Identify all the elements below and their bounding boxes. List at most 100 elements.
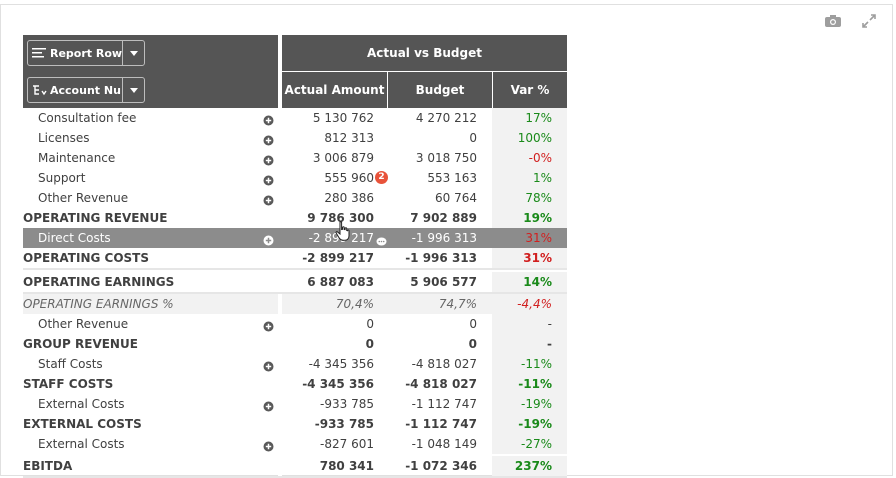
cell-var[interactable]: 1% xyxy=(492,168,567,188)
plus-circle-icon[interactable] xyxy=(263,318,275,338)
table-row[interactable]: GROUP REVENUE 0 0 - xyxy=(23,334,567,354)
cell-budget[interactable]: -1 996 313 xyxy=(405,251,477,265)
cell-actual[interactable]: 555 960 xyxy=(324,171,374,185)
row-label[interactable]: OPERATING COSTS xyxy=(23,251,149,265)
col-header-budget[interactable]: Budget xyxy=(387,72,492,108)
row-label[interactable]: EXTERNAL COSTS xyxy=(23,417,142,431)
plus-circle-icon[interactable] xyxy=(263,398,275,418)
cell-budget[interactable]: -4 818 027 xyxy=(411,357,477,371)
table-row[interactable]: Other Revenue 0 0 - xyxy=(23,314,567,334)
cell-actual[interactable]: -2 899 217 xyxy=(308,231,374,245)
row-label[interactable]: Direct Costs xyxy=(38,231,111,245)
row-label[interactable]: GROUP REVENUE xyxy=(23,337,138,351)
cell-var[interactable]: -11% xyxy=(492,374,567,394)
cell-actual[interactable]: 812 313 xyxy=(324,131,374,145)
table-row[interactable]: EBITDA 780 341 -1 072 346 237% xyxy=(23,456,567,478)
table-row[interactable]: Direct Costs -2 899 217 -1 996 313 31% xyxy=(23,228,567,248)
cell-budget[interactable]: 553 163 xyxy=(427,171,477,185)
cell-var[interactable]: 78% xyxy=(492,188,567,208)
cell-budget[interactable]: 0 xyxy=(468,337,477,351)
table-row[interactable]: OPERATING REVENUE 9 786 300 7 902 889 19% xyxy=(23,208,567,228)
cell-var[interactable]: -0% xyxy=(492,148,567,168)
chevron-down-icon[interactable] xyxy=(122,78,144,102)
cell-budget[interactable]: 74,7% xyxy=(438,297,477,311)
cell-budget[interactable]: -1 996 313 xyxy=(411,231,477,245)
plus-circle-icon[interactable] xyxy=(263,358,275,378)
plus-circle-icon[interactable] xyxy=(263,232,275,252)
cell-actual[interactable]: -827 601 xyxy=(320,437,374,451)
table-row[interactable]: Staff Costs -4 345 356 -4 818 027 -11% xyxy=(23,354,567,374)
cell-var[interactable]: 31% xyxy=(492,248,567,268)
plus-circle-icon[interactable] xyxy=(263,192,275,212)
cell-var[interactable]: 237% xyxy=(492,456,567,476)
row-label[interactable]: OPERATING EARNINGS xyxy=(23,275,175,289)
cell-budget[interactable]: -1 112 747 xyxy=(411,397,477,411)
row-label[interactable]: EBITDA xyxy=(23,459,73,473)
cell-actual[interactable]: -2 899 217 xyxy=(302,251,374,265)
plus-circle-icon[interactable] xyxy=(263,152,275,172)
plus-circle-icon[interactable] xyxy=(263,172,275,192)
cell-budget[interactable]: 7 902 889 xyxy=(410,211,477,225)
cell-actual[interactable]: -933 785 xyxy=(320,397,374,411)
cell-actual[interactable]: 70,4% xyxy=(335,297,374,311)
table-row[interactable]: External Costs -933 785 -1 112 747 -19% xyxy=(23,394,567,414)
cell-budget[interactable]: 60 764 xyxy=(435,191,477,205)
cell-var[interactable]: -11% xyxy=(492,354,567,374)
row-label[interactable]: OPERATING REVENUE xyxy=(23,211,168,225)
cell-var[interactable]: -4,4% xyxy=(492,294,567,314)
cell-var[interactable]: 14% xyxy=(492,272,567,292)
plus-circle-icon[interactable] xyxy=(263,112,275,132)
row-label[interactable]: Maintenance xyxy=(38,151,116,165)
table-row[interactable]: Other Revenue 280 386 60 764 78% xyxy=(23,188,567,208)
cell-budget[interactable]: 4 270 212 xyxy=(415,111,477,125)
comment-icon[interactable] xyxy=(376,233,387,253)
table-row[interactable]: STAFF COSTS -4 345 356 -4 818 027 -11% xyxy=(23,374,567,394)
row-label[interactable]: OPERATING EARNINGS % xyxy=(23,297,174,311)
cell-budget[interactable]: -4 818 027 xyxy=(405,377,477,391)
account-number-dropdown[interactable]: Account Nu xyxy=(27,77,145,103)
cell-var[interactable]: 31% xyxy=(492,228,567,248)
cell-var[interactable]: -19% xyxy=(492,394,567,414)
camera-icon[interactable] xyxy=(824,13,842,32)
cell-var[interactable]: - xyxy=(492,334,567,354)
row-label[interactable]: Staff Costs xyxy=(38,357,103,371)
table-row[interactable]: OPERATING EARNINGS % 70,4% 74,7% -4,4% xyxy=(23,294,567,314)
cell-actual[interactable]: -4 345 356 xyxy=(302,377,374,391)
table-row[interactable]: Support 555 960 2 553 163 1% xyxy=(23,168,567,188)
cell-budget[interactable]: 3 018 750 xyxy=(415,151,477,165)
cell-var[interactable]: 19% xyxy=(492,208,567,228)
cell-budget[interactable]: -1 112 747 xyxy=(405,417,477,431)
cell-budget[interactable]: 0 xyxy=(469,317,477,331)
cell-actual[interactable]: 0 xyxy=(366,317,374,331)
comment-count-badge[interactable]: 2 xyxy=(375,171,388,184)
cell-actual[interactable]: 0 xyxy=(365,337,374,351)
table-row[interactable]: EXTERNAL COSTS -933 785 -1 112 747 -19% xyxy=(23,414,567,434)
table-row[interactable]: Maintenance 3 006 879 3 018 750 -0% xyxy=(23,148,567,168)
cell-actual[interactable]: 5 130 762 xyxy=(312,111,374,125)
cell-actual[interactable]: -4 345 356 xyxy=(308,357,374,371)
cell-actual[interactable]: -933 785 xyxy=(314,417,374,431)
row-label[interactable]: External Costs xyxy=(38,437,125,451)
cell-budget[interactable]: -1 072 346 xyxy=(405,459,477,473)
cell-var[interactable]: -19% xyxy=(492,414,567,434)
table-row[interactable]: OPERATING COSTS -2 899 217 -1 996 313 31% xyxy=(23,248,567,270)
cell-actual[interactable]: 6 887 083 xyxy=(307,275,374,289)
cell-budget[interactable]: 0 xyxy=(469,131,477,145)
row-label[interactable]: Support xyxy=(38,171,86,185)
cell-var[interactable]: - xyxy=(492,314,567,334)
cell-actual[interactable]: 9 786 300 xyxy=(307,211,374,225)
row-label[interactable]: Other Revenue xyxy=(38,317,129,331)
row-label[interactable]: Consultation fee xyxy=(38,111,137,125)
table-row[interactable]: External Costs -827 601 -1 048 149 -27% xyxy=(23,434,567,454)
cell-actual[interactable]: 280 386 xyxy=(324,191,374,205)
plus-circle-icon[interactable] xyxy=(263,438,275,458)
table-row[interactable]: Consultation fee 5 130 762 4 270 212 17% xyxy=(23,108,567,128)
table-row[interactable]: Licenses 812 313 0 100% xyxy=(23,128,567,148)
cell-budget[interactable]: 5 906 577 xyxy=(410,275,477,289)
expand-icon[interactable] xyxy=(861,13,877,33)
cell-var[interactable]: -27% xyxy=(492,434,567,454)
row-label[interactable]: Licenses xyxy=(38,131,90,145)
chevron-down-icon[interactable] xyxy=(122,41,144,65)
cell-budget[interactable]: -1 048 149 xyxy=(411,437,477,451)
plus-circle-icon[interactable] xyxy=(263,132,275,152)
